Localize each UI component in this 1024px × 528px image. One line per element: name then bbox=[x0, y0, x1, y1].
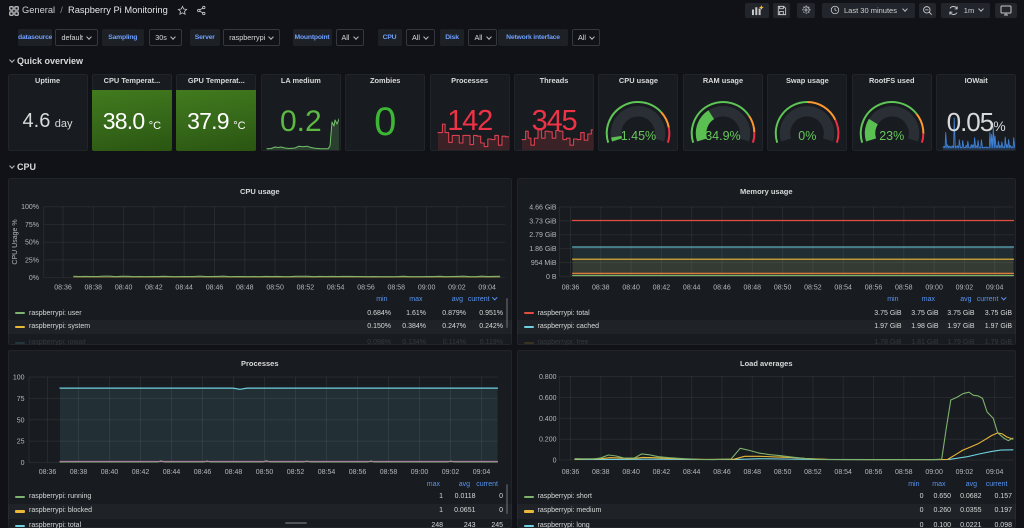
svg-text:08:54: 08:54 bbox=[834, 469, 852, 476]
svg-text:09:00: 09:00 bbox=[925, 284, 943, 291]
svg-text:3.73 GiB: 3.73 GiB bbox=[529, 218, 557, 225]
svg-text:08:48: 08:48 bbox=[236, 284, 254, 291]
svg-text:09:00: 09:00 bbox=[411, 469, 429, 476]
svg-text:08:50: 08:50 bbox=[773, 284, 791, 291]
svg-text:09:00: 09:00 bbox=[925, 469, 943, 476]
svg-text:08:58: 08:58 bbox=[388, 284, 406, 291]
svg-text:08:58: 08:58 bbox=[895, 469, 913, 476]
svg-text:08:36: 08:36 bbox=[561, 469, 579, 476]
svg-text:08:52: 08:52 bbox=[297, 284, 315, 291]
svg-text:08:40: 08:40 bbox=[101, 469, 119, 476]
svg-text:75: 75 bbox=[17, 395, 25, 402]
svg-text:09:00: 09:00 bbox=[418, 284, 436, 291]
svg-text:08:56: 08:56 bbox=[349, 469, 367, 476]
svg-text:08:54: 08:54 bbox=[327, 284, 345, 291]
svg-text:08:48: 08:48 bbox=[743, 469, 761, 476]
svg-text:08:38: 08:38 bbox=[592, 284, 610, 291]
svg-text:08:48: 08:48 bbox=[743, 284, 761, 291]
svg-text:08:46: 08:46 bbox=[713, 284, 731, 291]
svg-text:0.400: 0.400 bbox=[538, 415, 556, 422]
svg-text:75%: 75% bbox=[25, 222, 39, 229]
svg-text:08:46: 08:46 bbox=[713, 469, 731, 476]
svg-text:08:44: 08:44 bbox=[682, 469, 700, 476]
svg-text:08:38: 08:38 bbox=[592, 469, 610, 476]
svg-text:08:40: 08:40 bbox=[115, 284, 133, 291]
svg-text:09:02: 09:02 bbox=[955, 469, 973, 476]
svg-text:0.600: 0.600 bbox=[538, 394, 556, 401]
svg-text:08:44: 08:44 bbox=[682, 284, 700, 291]
svg-text:08:42: 08:42 bbox=[145, 284, 163, 291]
svg-text:08:50: 08:50 bbox=[266, 284, 284, 291]
svg-text:09:02: 09:02 bbox=[448, 284, 466, 291]
svg-text:09:04: 09:04 bbox=[985, 469, 1003, 476]
svg-text:100: 100 bbox=[13, 374, 25, 381]
svg-text:954 MiB: 954 MiB bbox=[530, 260, 556, 267]
svg-text:08:42: 08:42 bbox=[652, 284, 670, 291]
svg-text:0: 0 bbox=[21, 460, 25, 467]
svg-text:09:02: 09:02 bbox=[442, 469, 460, 476]
svg-text:08:38: 08:38 bbox=[70, 469, 88, 476]
svg-text:08:52: 08:52 bbox=[804, 469, 822, 476]
svg-text:08:40: 08:40 bbox=[622, 284, 640, 291]
svg-text:08:56: 08:56 bbox=[864, 469, 882, 476]
svg-text:08:46: 08:46 bbox=[194, 469, 212, 476]
svg-text:1.86 GiB: 1.86 GiB bbox=[529, 246, 557, 253]
svg-text:50: 50 bbox=[17, 417, 25, 424]
svg-text:08:36: 08:36 bbox=[39, 469, 57, 476]
svg-text:08:36: 08:36 bbox=[561, 284, 579, 291]
svg-text:08:52: 08:52 bbox=[804, 284, 822, 291]
svg-text:0: 0 bbox=[552, 457, 556, 464]
svg-text:09:04: 09:04 bbox=[985, 284, 1003, 291]
svg-text:100%: 100% bbox=[21, 204, 39, 211]
svg-text:08:42: 08:42 bbox=[652, 469, 670, 476]
svg-text:0%: 0% bbox=[29, 275, 39, 282]
svg-text:08:54: 08:54 bbox=[318, 469, 336, 476]
svg-text:08:52: 08:52 bbox=[287, 469, 305, 476]
svg-text:09:02: 09:02 bbox=[955, 284, 973, 291]
svg-text:08:46: 08:46 bbox=[206, 284, 224, 291]
svg-text:08:38: 08:38 bbox=[85, 284, 103, 291]
svg-text:4.66 GiB: 4.66 GiB bbox=[529, 205, 557, 212]
svg-text:08:56: 08:56 bbox=[864, 284, 882, 291]
svg-text:08:58: 08:58 bbox=[380, 469, 398, 476]
svg-text:09:04: 09:04 bbox=[478, 284, 496, 291]
svg-text:08:40: 08:40 bbox=[622, 469, 640, 476]
svg-text:08:36: 08:36 bbox=[54, 284, 72, 291]
svg-text:08:54: 08:54 bbox=[834, 284, 852, 291]
svg-text:09:04: 09:04 bbox=[473, 469, 491, 476]
svg-text:08:48: 08:48 bbox=[225, 469, 243, 476]
svg-text:08:44: 08:44 bbox=[175, 284, 193, 291]
svg-text:08:50: 08:50 bbox=[256, 469, 274, 476]
svg-text:08:44: 08:44 bbox=[163, 469, 181, 476]
svg-text:08:42: 08:42 bbox=[132, 469, 150, 476]
svg-text:0 B: 0 B bbox=[545, 274, 556, 281]
svg-text:50%: 50% bbox=[25, 240, 39, 247]
svg-text:2.79 GiB: 2.79 GiB bbox=[529, 232, 557, 239]
svg-text:0.800: 0.800 bbox=[538, 374, 556, 381]
svg-text:08:50: 08:50 bbox=[773, 469, 791, 476]
svg-text:0.200: 0.200 bbox=[538, 436, 556, 443]
svg-text:08:58: 08:58 bbox=[895, 284, 913, 291]
svg-text:CPU Usage %: CPU Usage % bbox=[12, 219, 19, 264]
svg-text:25%: 25% bbox=[25, 257, 39, 264]
svg-text:08:56: 08:56 bbox=[357, 284, 375, 291]
svg-text:25: 25 bbox=[17, 438, 25, 445]
